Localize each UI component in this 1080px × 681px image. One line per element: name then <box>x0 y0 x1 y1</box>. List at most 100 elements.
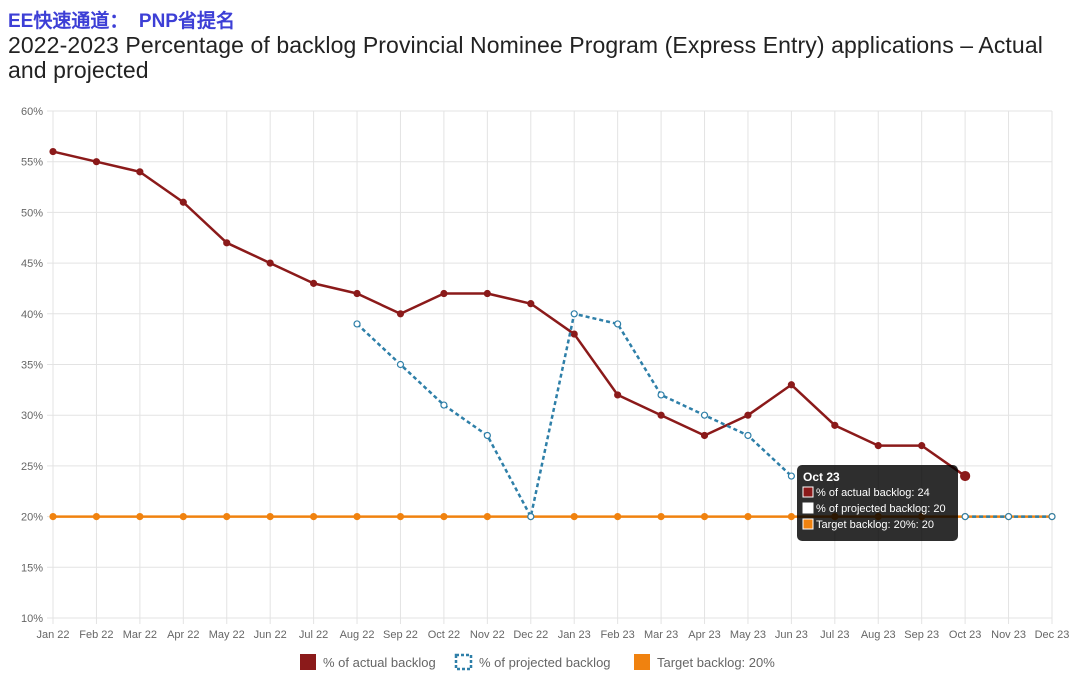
tooltip-line: % of actual backlog: 24 <box>816 487 930 499</box>
x-tick-label: Jan 22 <box>36 629 69 641</box>
chart-legend: % of actual backlog % of projected backlo… <box>300 653 775 671</box>
data-point <box>353 320 361 328</box>
x-tick-label: Nov 23 <box>991 629 1026 641</box>
data-point <box>440 289 448 298</box>
data-point <box>396 310 405 318</box>
y-tick-label: 50% <box>21 207 43 219</box>
x-tick-label: Mar 23 <box>644 629 678 641</box>
data-point <box>483 431 491 440</box>
data-point <box>570 512 578 521</box>
data-point <box>960 470 971 482</box>
x-tick-label: Mar 22 <box>123 629 157 641</box>
legend-swatch <box>300 654 316 670</box>
data-point <box>700 512 709 521</box>
y-tick-label: 40% <box>21 309 43 321</box>
x-tick-label: Jun 22 <box>254 629 287 641</box>
data-point <box>353 289 361 298</box>
x-tick-label: Aug 22 <box>340 629 375 641</box>
y-tick-label: 60% <box>21 106 43 118</box>
data-point <box>787 512 795 521</box>
y-tick-label: 55% <box>21 157 43 169</box>
chart-title: 2022-2023 Percentage of backlog Provinci… <box>8 32 1043 83</box>
y-tick-label: 10% <box>21 613 43 625</box>
legend-label: % of projected backlog <box>479 655 611 670</box>
data-point <box>396 360 405 369</box>
data-point <box>136 512 144 521</box>
x-tick-label: Dec 22 <box>513 629 548 641</box>
x-tick-label: Oct 22 <box>428 629 460 641</box>
data-point <box>744 431 752 440</box>
legend-swatch <box>634 654 650 670</box>
data-point <box>831 421 839 429</box>
y-tick-label: 35% <box>21 360 43 372</box>
data-point <box>223 512 231 521</box>
legend-label: Target backlog: 20% <box>657 655 775 670</box>
data-point <box>700 431 709 440</box>
data-point <box>787 472 795 480</box>
data-point <box>918 442 926 450</box>
legend-swatch <box>454 653 473 671</box>
data-point <box>310 512 318 521</box>
data-point <box>744 411 752 419</box>
data-point <box>657 391 665 399</box>
x-tick-label: May 22 <box>209 629 245 641</box>
data-point <box>614 391 622 399</box>
x-tick-label: Feb 22 <box>79 629 113 641</box>
data-point <box>179 198 187 206</box>
x-tick-label: Aug 23 <box>861 629 896 641</box>
tooltip-swatch <box>802 486 814 498</box>
data-point <box>1004 512 1013 521</box>
data-point <box>787 381 795 389</box>
header-tag: EE快速通道： PNP省提名 <box>8 11 235 32</box>
x-tick-label: Dec 23 <box>1035 629 1070 641</box>
tooltip-swatch <box>802 502 814 514</box>
data-point <box>657 411 665 419</box>
data-point <box>570 310 578 318</box>
x-tick-label: Apr 23 <box>688 629 720 641</box>
series-line <box>52 150 966 478</box>
tooltip-swatch <box>802 518 814 530</box>
data-point <box>92 512 101 521</box>
x-tick-label: Apr 22 <box>167 629 199 641</box>
x-tick-label: Nov 22 <box>470 629 505 641</box>
tooltip-title: Oct 23 <box>803 470 840 484</box>
data-point <box>1048 512 1056 521</box>
x-tick-label: Jan 23 <box>558 629 591 641</box>
data-point <box>744 512 752 521</box>
data-point <box>353 512 361 521</box>
data-point <box>527 512 535 521</box>
y-tick-label: 20% <box>21 512 43 524</box>
x-tick-label: Jun 23 <box>775 629 808 641</box>
data-point <box>310 279 318 287</box>
data-point <box>527 300 535 308</box>
data-point <box>396 512 405 521</box>
x-tick-label: Sep 22 <box>383 629 418 641</box>
data-point <box>49 147 57 156</box>
data-point <box>614 320 622 328</box>
x-tick-label: Jul 23 <box>820 629 849 641</box>
tooltip-line: % of projected backlog: 20 <box>816 503 946 515</box>
x-tick-label: May 23 <box>730 629 766 641</box>
data-point <box>440 401 448 409</box>
legend-label: % of actual backlog <box>323 655 436 670</box>
x-tick-label: Feb 23 <box>601 629 635 641</box>
data-point <box>92 158 101 166</box>
x-tick-label: Sep 23 <box>904 629 939 641</box>
chart-series <box>49 147 1056 521</box>
tooltip-box <box>797 465 958 541</box>
y-tick-label: 45% <box>21 258 43 270</box>
x-axis-ticks: Jan 22 Feb 22 Mar 22 Apr 22 May 22 Jun 22 Jul … <box>36 629 1069 641</box>
data-point <box>179 512 187 521</box>
y-tick-label: 25% <box>21 461 43 473</box>
data-point <box>49 512 57 521</box>
y-tick-label: 15% <box>21 562 43 574</box>
data-point <box>961 512 969 521</box>
y-tick-label: 30% <box>21 410 43 422</box>
data-point <box>570 330 578 338</box>
data-point <box>614 512 622 521</box>
data-point <box>874 442 882 450</box>
data-point <box>266 259 274 267</box>
data-point <box>440 512 448 521</box>
tooltip-line: Target backlog: 20%: 20 <box>816 519 934 531</box>
